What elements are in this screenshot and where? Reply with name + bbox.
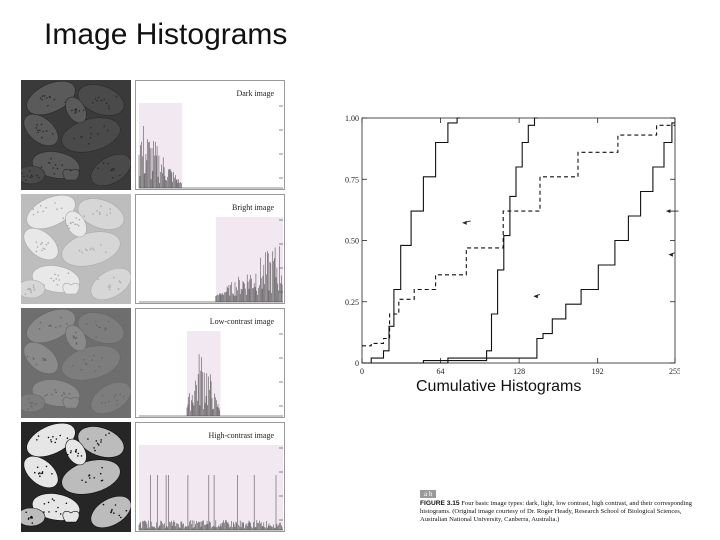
histogram-dark: Dark image (135, 80, 285, 190)
figure-caption-body: Four basic image types: dark, light, low… (420, 500, 692, 523)
x-tick-label: 255 (669, 367, 680, 376)
histogram-dark-plot (138, 103, 283, 189)
histogram-bright-plot (139, 217, 283, 303)
histogram-dark-label: Dark image (236, 89, 274, 98)
figure-caption: a b FIGURE 3.15 Four basic image types: … (420, 490, 710, 535)
curve-arrow-head (462, 220, 467, 225)
cumulative-histograms-caption: Cumulative Histograms (416, 378, 582, 395)
figure-panel-id: a b (420, 490, 437, 498)
cumulative-series-line (362, 124, 675, 347)
histogram-low-contrast-plot (139, 331, 283, 417)
cumulative-series-line (362, 117, 538, 364)
photo-dark (21, 80, 131, 190)
y-tick-label: 0 (355, 359, 359, 368)
figure-caption-text: FIGURE 3.15 Four basic image types: dark… (420, 500, 710, 524)
photo-high-contrast (21, 422, 131, 532)
curve-arrow-head (668, 252, 673, 257)
histogram-low-contrast: Low-contrast image (135, 308, 285, 418)
photo-bright (21, 194, 131, 304)
photo-image (21, 422, 131, 532)
histogram-bright-label: Bright image (232, 203, 274, 212)
cumulative-series-line (362, 122, 675, 364)
photo-image (21, 308, 131, 418)
histogram-low-contrast-label: Low-contrast image (209, 317, 274, 326)
x-tick-label: 0 (360, 367, 364, 376)
histogram-high-contrast-plot (138, 445, 283, 531)
curve-arrow-head (533, 294, 538, 299)
histogram-high-contrast: High-contrast image (135, 422, 285, 532)
y-tick-label: 0.25 (345, 298, 359, 307)
cumulative-histogram-chart: 0 64 128 192 255 0 0.25 0.50 0.75 1.00 (345, 114, 680, 376)
photo-image (21, 194, 131, 304)
histogram-bright: Bright image (135, 194, 285, 304)
photo-low-contrast (21, 308, 131, 418)
x-tick-label: 64 (437, 367, 445, 376)
curve-arrow-head (666, 209, 671, 214)
histogram-high-contrast-label: High-contrast image (208, 431, 274, 440)
x-tick-label: 192 (592, 367, 604, 376)
x-tick-label: 128 (513, 367, 525, 376)
y-tick-label: 0.75 (345, 175, 359, 184)
y-tick-label: 1.00 (345, 114, 359, 123)
y-tick-label: 0.50 (345, 237, 359, 246)
photo-image (21, 80, 131, 190)
slide-title: Image Histograms (44, 18, 288, 51)
figure-label: FIGURE 3.15 (420, 500, 460, 507)
cumulative-series-line (362, 117, 461, 364)
